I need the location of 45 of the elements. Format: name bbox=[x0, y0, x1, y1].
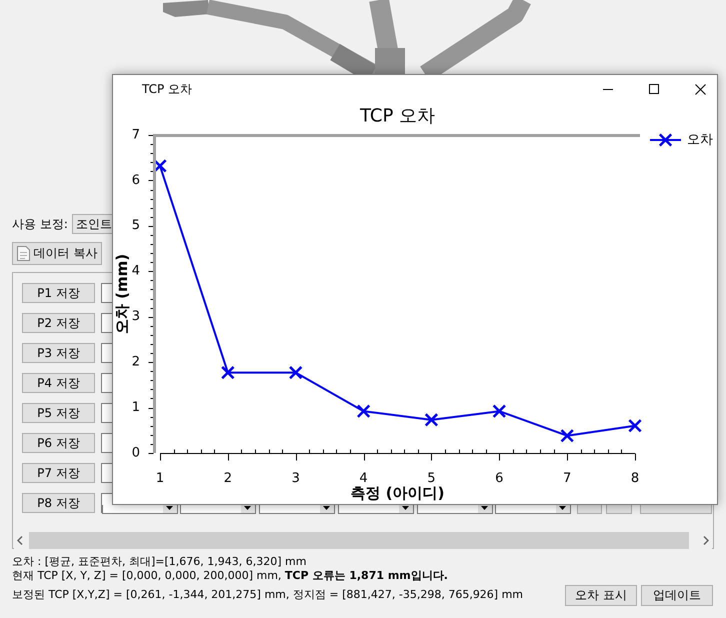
x-tick-label: 4 bbox=[359, 471, 368, 486]
button: P2 저장 bbox=[22, 313, 95, 333]
x-tick-label: 6 bbox=[495, 471, 504, 486]
y-tick-label: 6 bbox=[132, 172, 140, 188]
y-axis-title: 오차 (mm) bbox=[112, 254, 131, 334]
legend-label: 오차 bbox=[687, 132, 713, 148]
point bbox=[424, 412, 438, 427]
button: P1 저장 bbox=[22, 283, 95, 303]
point bbox=[288, 366, 303, 380]
chart-title: TCP 오차 bbox=[358, 106, 436, 127]
y-tick-label: 0 bbox=[132, 445, 140, 460]
button: P4 저장 bbox=[22, 373, 95, 393]
point bbox=[628, 418, 642, 433]
y-tick-label: 3 bbox=[132, 309, 140, 324]
text: 현재 TCP [X, Y, Z] = [0,000, 0,000, 200,000] mm, bbox=[12, 569, 282, 582]
button: P3 저장 bbox=[22, 343, 95, 363]
point bbox=[356, 404, 370, 418]
y-tick-label: 1 bbox=[132, 400, 140, 415]
x-tick-label: 8 bbox=[630, 471, 640, 486]
y-tick-label: 2 bbox=[132, 354, 140, 370]
chart-title: TCP 오차 bbox=[142, 82, 192, 96]
button: 오차 표시 bbox=[565, 585, 637, 606]
button: 데이터 복사 bbox=[12, 242, 102, 265]
button: P6 저장 bbox=[22, 433, 95, 453]
y-tick-label: 5 bbox=[132, 218, 140, 234]
point bbox=[220, 366, 235, 380]
x-tick-label: 1 bbox=[156, 471, 164, 486]
text: TCP 오류는 1,871 mm입니다. bbox=[284, 569, 448, 582]
y-tick-label: 4 bbox=[132, 264, 140, 279]
text: 오차 : [평균, 표준편차, 최대]=[1,676, 1,943, 6,320] mm bbox=[12, 555, 306, 568]
text: 사용 보정: bbox=[12, 216, 68, 233]
x-tick-label: 7 bbox=[563, 471, 572, 486]
x-axis-title: 측정 (아이디) bbox=[350, 484, 444, 502]
button: 업데이트 bbox=[641, 585, 713, 606]
button: P8 저장 bbox=[22, 493, 95, 513]
button: P7 저장 bbox=[22, 463, 95, 483]
x-tick-label: 3 bbox=[292, 471, 300, 486]
point bbox=[492, 404, 506, 418]
dropdown-field: 조인트 bbox=[72, 214, 112, 234]
button: P5 저장 bbox=[22, 403, 95, 423]
x-tick-label: 5 bbox=[427, 471, 436, 486]
text: 보정된 TCP [X,Y,Z] = [0,261, -1,344, 201,275] mm, 정지점 = [881,427, -35,298, 765,926] mm bbox=[12, 588, 524, 601]
point bbox=[560, 428, 574, 443]
y-tick-label: 7 bbox=[132, 127, 140, 142]
x-tick-label: 2 bbox=[224, 471, 232, 486]
